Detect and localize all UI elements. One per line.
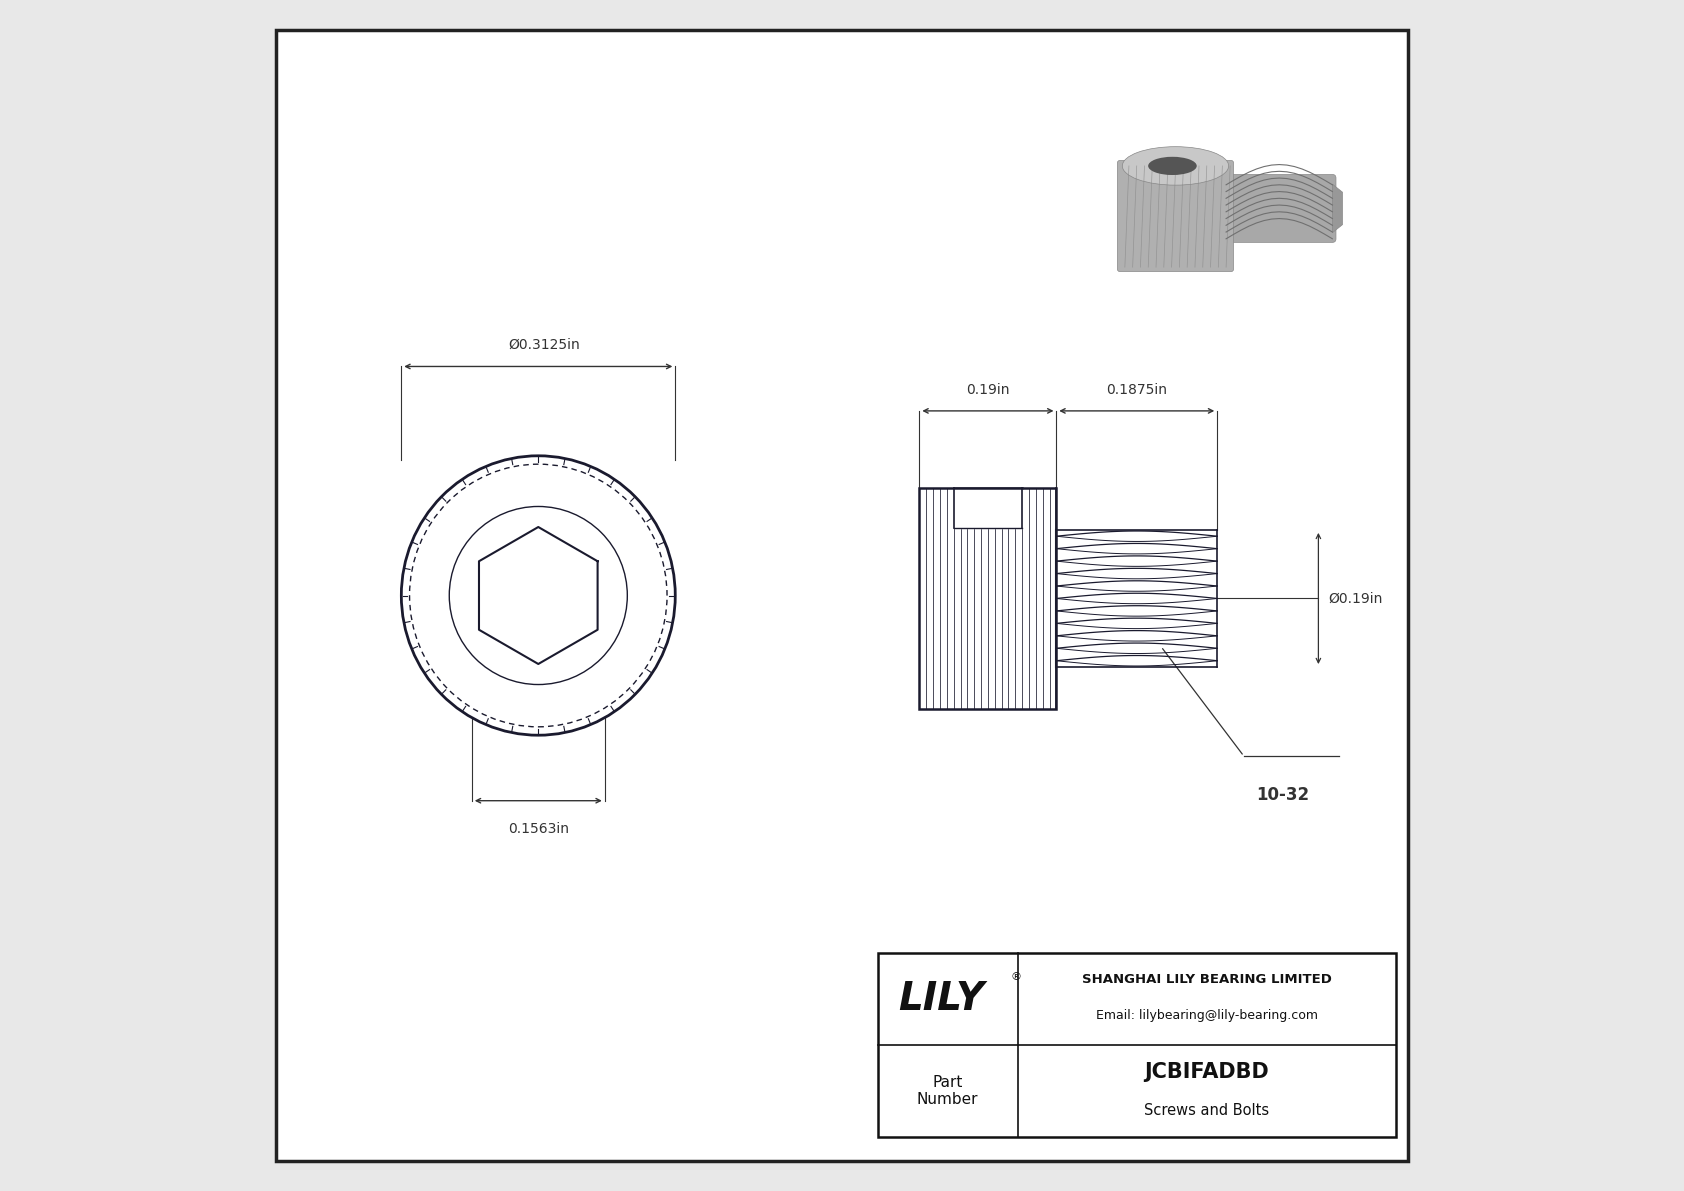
Polygon shape: [953, 488, 1022, 528]
Text: 0.1875in: 0.1875in: [1106, 382, 1167, 397]
Text: ®: ®: [1010, 973, 1022, 983]
Text: JCBIFADBD: JCBIFADBD: [1145, 1062, 1270, 1083]
Text: Ø0.19in: Ø0.19in: [1329, 592, 1383, 605]
Text: 0.1563in: 0.1563in: [509, 822, 569, 836]
FancyBboxPatch shape: [1223, 175, 1335, 243]
Text: LILY: LILY: [899, 980, 985, 1018]
Text: Email: lilybearing@lily-bearing.com: Email: lilybearing@lily-bearing.com: [1096, 1009, 1317, 1022]
Text: Ø0.3125in: Ø0.3125in: [509, 338, 579, 353]
Bar: [1056, 530, 1218, 667]
Ellipse shape: [1148, 157, 1197, 175]
Text: Part
Number: Part Number: [916, 1075, 978, 1108]
Text: 0.19in: 0.19in: [967, 382, 1010, 397]
Ellipse shape: [401, 456, 675, 735]
Ellipse shape: [1122, 146, 1229, 185]
Polygon shape: [1332, 185, 1342, 232]
Text: SHANGHAI LILY BEARING LIMITED: SHANGHAI LILY BEARING LIMITED: [1081, 973, 1332, 986]
Bar: [877, 953, 1396, 1137]
FancyBboxPatch shape: [1118, 161, 1234, 272]
Text: 10-32: 10-32: [1256, 786, 1308, 804]
Bar: [919, 488, 1056, 709]
Text: Screws and Bolts: Screws and Bolts: [1143, 1103, 1270, 1118]
